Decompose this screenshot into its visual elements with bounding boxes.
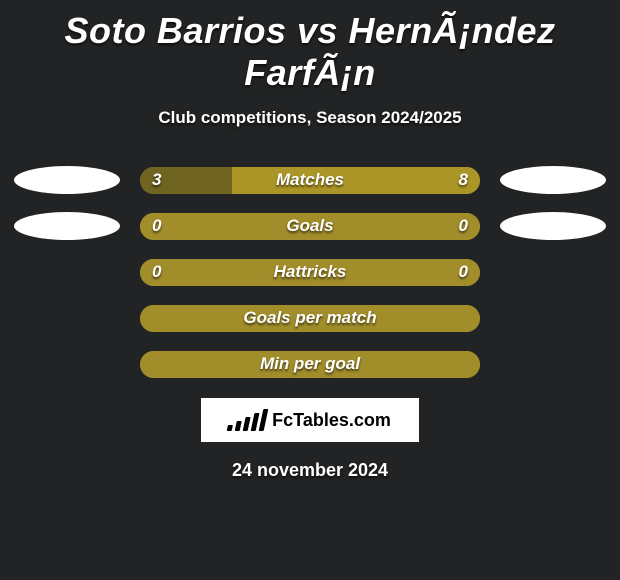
- spacer: [14, 304, 120, 332]
- stats-container: 38Matches 00Goals 00Hattricks Goals per mat…: [0, 166, 620, 378]
- site-name: FcTables.com: [272, 410, 391, 431]
- stat-row: Goals per match: [0, 304, 620, 332]
- player-left-avatar: [14, 212, 120, 240]
- stat-row: Min per goal: [0, 350, 620, 378]
- spacer: [500, 258, 606, 286]
- footer-date: 24 november 2024: [0, 460, 620, 481]
- stat-label: Hattricks: [140, 262, 480, 282]
- spacer: [14, 258, 120, 286]
- stat-label: Matches: [140, 170, 480, 190]
- stat-row: 38Matches: [0, 166, 620, 194]
- spacer: [14, 350, 120, 378]
- site-badge: FcTables.com: [201, 398, 419, 442]
- stat-bar: 00Hattricks: [140, 259, 480, 286]
- stat-label: Goals per match: [140, 308, 480, 328]
- stat-bar: Min per goal: [140, 351, 480, 378]
- stat-row: 00Hattricks: [0, 258, 620, 286]
- stat-label: Min per goal: [140, 354, 480, 374]
- stat-row: 00Goals: [0, 212, 620, 240]
- site-logo-icon: [227, 409, 269, 431]
- stat-label: Goals: [140, 216, 480, 236]
- stat-bar: Goals per match: [140, 305, 480, 332]
- stat-bar: 00Goals: [140, 213, 480, 240]
- logo-bar: [243, 417, 251, 431]
- player-left-avatar: [14, 166, 120, 194]
- player-right-avatar: [500, 166, 606, 194]
- page-subtitle: Club competitions, Season 2024/2025: [0, 108, 620, 128]
- site-name-prefix: Fc: [272, 410, 293, 430]
- logo-bar: [235, 421, 242, 431]
- stat-bar: 38Matches: [140, 167, 480, 194]
- player-right-avatar: [500, 212, 606, 240]
- page-title: Soto Barrios vs HernÃ¡ndez FarfÃ¡n: [0, 0, 620, 94]
- logo-bar: [227, 425, 233, 431]
- spacer: [500, 304, 606, 332]
- spacer: [500, 350, 606, 378]
- logo-bar: [259, 409, 269, 431]
- site-name-suffix: Tables.com: [293, 410, 391, 430]
